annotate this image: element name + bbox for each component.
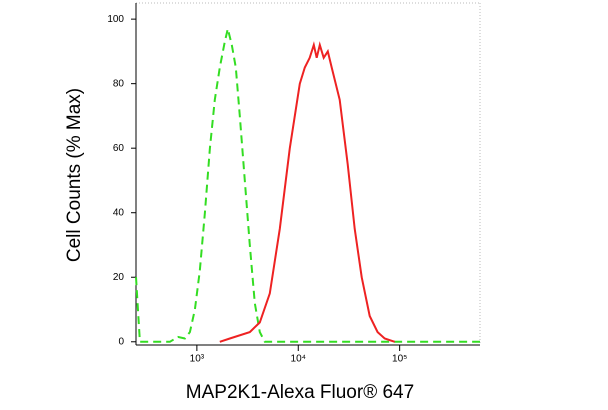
y-tick-label: 0 [118,336,124,347]
y-tick-label: 60 [113,143,125,154]
y-tick-label: 100 [107,14,124,25]
x-tick-label: 10³ [190,354,205,365]
y-axis-label: Cell Counts (% Max) [64,88,85,262]
y-tick-label: 40 [113,207,125,218]
x-tick-label: 10⁵ [392,354,407,365]
series-line [135,28,480,343]
y-tick-label: 80 [113,78,125,89]
x-tick-label: 10⁴ [291,354,306,365]
x-axis-label: MAP2K1-Alexa Fluor® 647 [186,382,414,403]
series-line [219,41,396,343]
y-tick-label: 20 [113,272,125,283]
